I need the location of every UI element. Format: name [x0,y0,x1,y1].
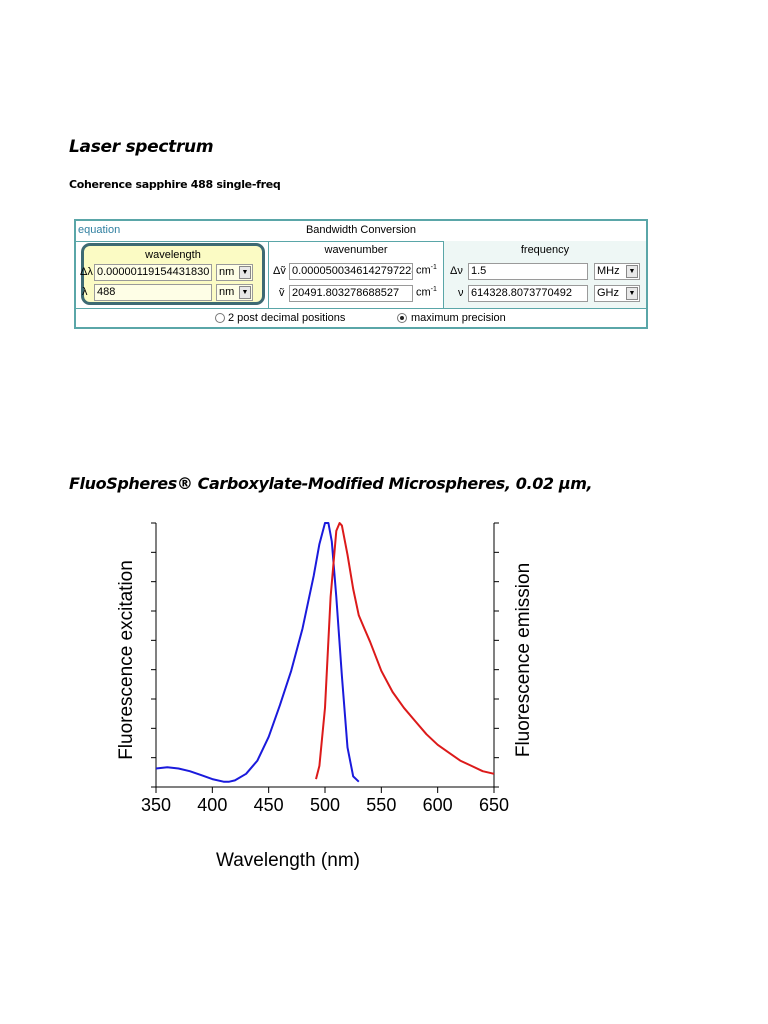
nu-symbol: ν [458,287,464,299]
frequency-input[interactable]: 614328.8073770492 [468,285,588,302]
precision-options: 2 post decimal positions maximum precisi… [76,308,646,328]
two-decimals-radio[interactable] [215,313,225,323]
delta-frequency-unit: MHz [597,265,620,277]
frequency-value-row: ν 614328.8073770492 GHz ▼ [444,285,646,303]
wavelength-delta-row: Δλ 0.00000119154431830 nm ▼ [80,264,262,282]
bandwidth-converter: equation Bandwidth Conversion wavelength… [74,219,648,329]
wavenumber-header: wavenumber [324,244,388,256]
wavenumber-column: wavenumber Δṽ 0.0000500346142797228 cm-1… [269,241,444,308]
delta-lambda-symbol: Δλ [80,266,93,278]
frequency-unit: GHz [597,287,619,299]
wavelength-column: wavelength Δλ 0.00000119154431830 nm ▼ λ… [76,241,269,308]
excitation-series-line [155,522,360,783]
wavenumber-symbol: ṽ [279,287,285,299]
dropdown-arrow-icon: ▼ [626,265,638,278]
microspheres-heading: FluoSpheres® Carboxylate-Modified Micros… [69,474,593,493]
delta-wavenumber-symbol: Δṽ [273,265,286,277]
wavenumber-value-row: ṽ 20491.803278688527 cm-1 [269,285,443,303]
delta-frequency-input[interactable]: 1.5 [468,263,588,280]
wavenumber-input[interactable]: 20491.803278688527 [289,285,413,302]
laser-model-subheading: Coherence sapphire 488 single-freq [69,178,281,191]
frequency-header: frequency [520,244,570,256]
converter-title: Bandwidth Conversion [305,224,417,236]
max-precision-label: maximum precision [411,312,506,324]
delta-wavenumber-unit: cm-1 [416,264,437,277]
x-tick-label: 400 [197,795,227,815]
frequency-delta-row: Δν 1.5 MHz ▼ [444,263,646,281]
delta-wavelength-unit: nm [219,266,235,278]
dropdown-arrow-icon: ▼ [626,287,638,300]
wavelength-unit-select[interactable]: nm ▼ [216,284,253,301]
wavelength-header: wavelength [145,249,201,261]
lambda-symbol: λ [82,286,88,298]
delta-wavelength-input[interactable]: 0.00000119154431830 [94,264,212,281]
two-decimals-label: 2 post decimal positions [228,312,346,324]
y-axis-right-label: Fluorescence emission [513,563,530,757]
y-axis-left-label: Fluorescence excitation [116,560,137,760]
wavelength-highlight: wavelength Δλ 0.00000119154431830 nm ▼ λ… [80,243,265,305]
dropdown-arrow-icon: ▼ [239,286,251,299]
emission-series-line [315,522,495,780]
wavenumber-delta-row: Δṽ 0.0000500346142797228 cm-1 [269,263,443,281]
delta-wavenumber-input[interactable]: 0.0000500346142797228 [289,263,413,280]
x-tick-label: 350 [141,795,171,815]
wavelength-unit: nm [219,286,235,298]
frequency-unit-select[interactable]: GHz ▼ [594,285,640,302]
max-precision-radio[interactable] [397,313,407,323]
wavenumber-unit: cm-1 [416,286,437,299]
x-axis-label: Wavelength (nm) [216,850,360,871]
x-tick-label: 500 [310,795,340,815]
delta-frequency-unit-select[interactable]: MHz ▼ [594,263,640,280]
fluorescence-spectrum-chart: 350 400 450 500 550 600 650 Wavelength (nm) Fl… [116,522,530,871]
x-tick-label: 450 [254,795,284,815]
equation-link[interactable]: equation [78,224,121,236]
converter-header: equation Bandwidth Conversion [76,221,646,242]
x-tick-label: 600 [423,795,453,815]
x-tick-label: 550 [366,795,396,815]
frequency-column: frequency Δν 1.5 MHz ▼ ν 614328.80737704… [444,241,646,308]
delta-nu-symbol: Δν [450,265,463,277]
wavelength-input[interactable]: 488 [94,284,212,301]
x-tick-label: 650 [479,795,509,815]
dropdown-arrow-icon: ▼ [239,266,251,279]
wavelength-value-row: λ 488 nm ▼ [82,284,262,302]
delta-wavelength-unit-select[interactable]: nm ▼ [216,264,253,281]
laser-spectrum-heading: Laser spectrum [69,137,214,157]
plot-area: 350 400 450 500 550 600 650 [141,522,509,815]
